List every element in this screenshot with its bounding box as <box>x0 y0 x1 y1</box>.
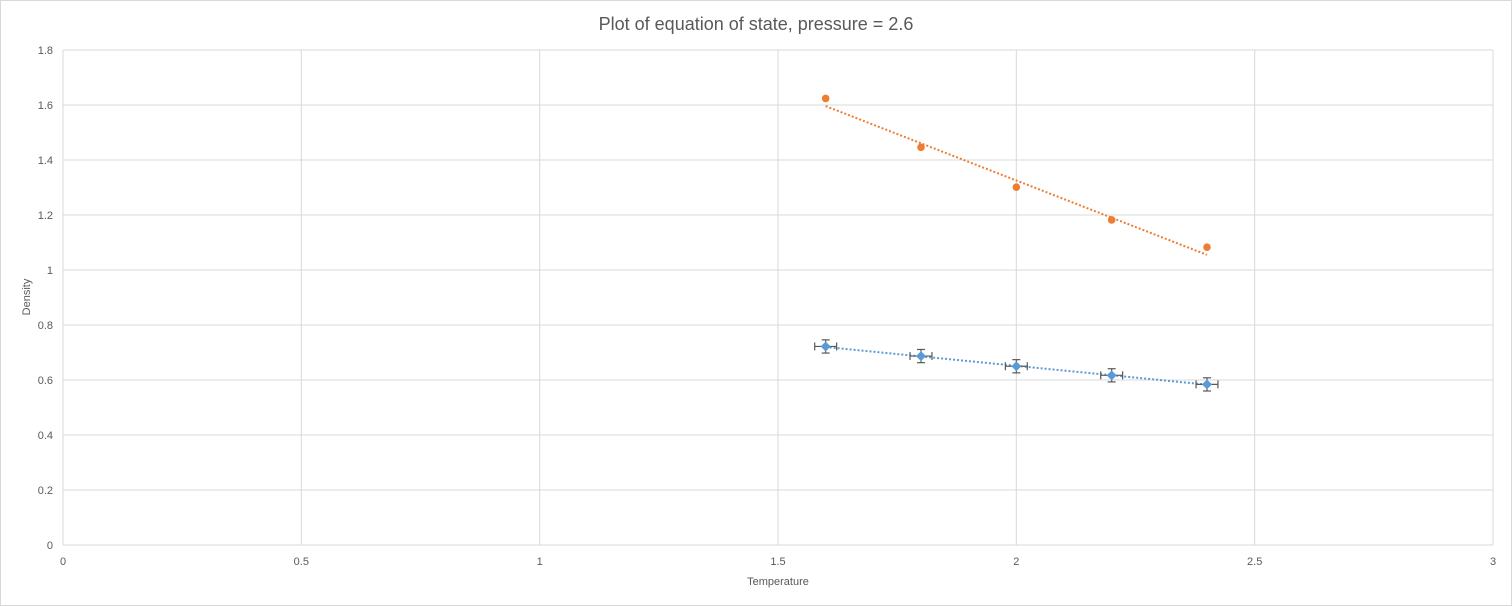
trendline-series-2 <box>825 105 1208 256</box>
x-tick-label: 0.5 <box>294 556 309 568</box>
data-point-series-2 <box>917 143 925 152</box>
y-tick-label: 0.8 <box>38 320 53 332</box>
y-tick-label: 0 <box>47 540 53 552</box>
data-point-series-1 <box>1106 370 1117 381</box>
data-point-series-2 <box>1203 243 1211 251</box>
y-tick-label: 1.6 <box>38 100 53 112</box>
y-tick-labels: 0 0.2 0.4 0.6 0.8 1 1.2 1.4 1.6 1.8 <box>38 45 53 552</box>
data-point-series-2 <box>1107 216 1116 224</box>
x-tick-label: 1.5 <box>770 556 785 568</box>
y-axis-label: Density <box>21 278 33 315</box>
x-tick-label: 0 <box>60 556 66 568</box>
data-point-series-2 <box>1012 183 1021 192</box>
data-point-series-1 <box>1011 361 1022 372</box>
y-tick-label: 1.2 <box>38 210 53 222</box>
chart-title: Plot of equation of state, pressure = 2.… <box>599 14 914 34</box>
y-tick-label: 1.8 <box>38 45 53 57</box>
y-tick-label: 0.6 <box>38 375 53 387</box>
y-tick-label: 1.4 <box>38 155 53 167</box>
y-tick-label: 0.4 <box>38 430 53 442</box>
y-tick-label: 1 <box>47 265 53 277</box>
y-tick-label: 0.2 <box>38 485 53 497</box>
x-tick-label: 2 <box>1013 556 1019 568</box>
x-tick-label: 1 <box>537 556 543 568</box>
x-axis-label: Temperature <box>747 576 809 588</box>
data-point-series-1 <box>1202 379 1212 390</box>
data-marks <box>814 94 1219 392</box>
x-tick-label: 2.5 <box>1247 556 1262 568</box>
data-point-series-1 <box>916 351 926 362</box>
gridlines <box>62 49 1494 546</box>
x-tick-labels: 0 0.5 1 1.5 2 2.5 3 <box>60 556 1496 568</box>
data-point-series-1 <box>820 341 831 352</box>
data-point-series-2 <box>821 94 830 103</box>
x-tick-label: 3 <box>1490 556 1496 568</box>
